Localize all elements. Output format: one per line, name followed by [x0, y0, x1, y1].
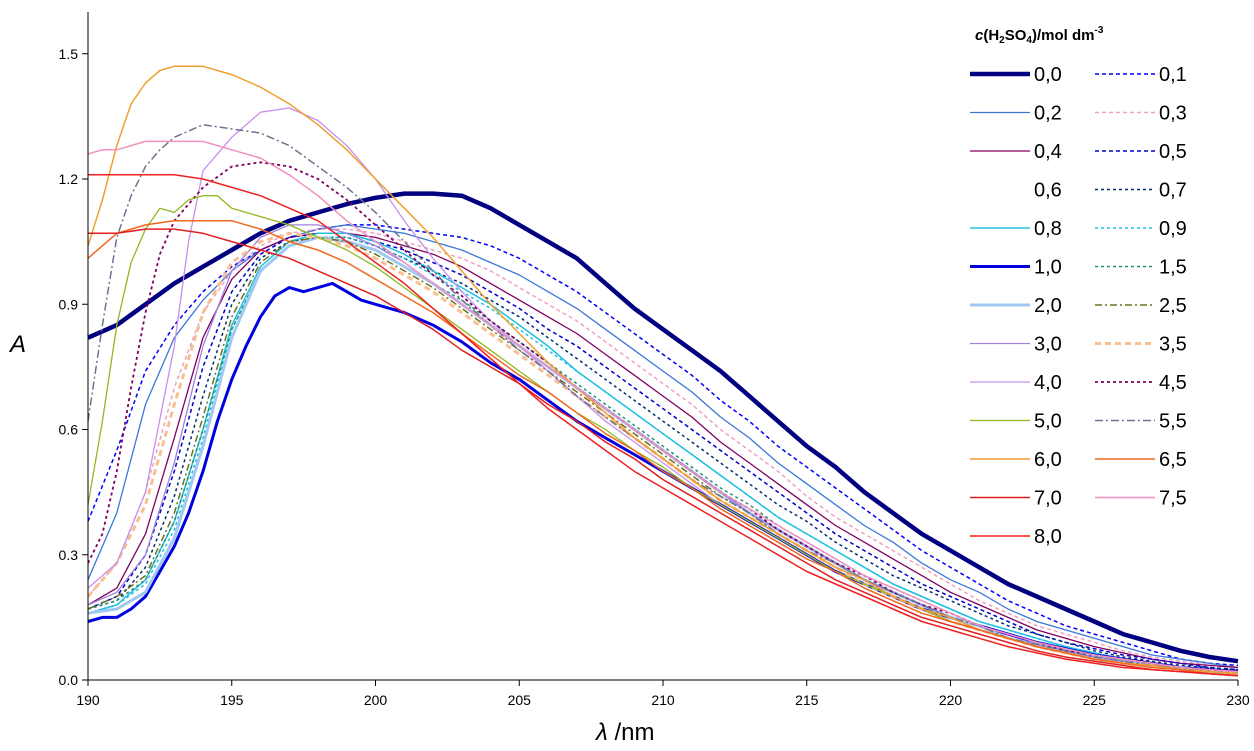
x-tick-label: 205: [508, 692, 532, 708]
legend-label-7-0: 7,0: [1034, 488, 1062, 510]
legend-title: c(H2SO4)/mol dm-3: [975, 25, 1104, 46]
legend: 0,0 0,1 0,2 0,3 0,4 0,5 0,6 0,7 0,8 0,9 1,0 1,5 2,0 2…: [970, 64, 1187, 548]
x-tick-label: 225: [1083, 692, 1107, 708]
series-line-7-5: [87, 140, 1239, 673]
legend-label-5-5: 5,5: [1159, 411, 1187, 433]
legend-title-c: c: [975, 27, 984, 44]
legend-label-7-5: 7,5: [1159, 488, 1187, 510]
legend-title-so: SO: [1005, 27, 1027, 44]
legend-label-0-6: 0,6: [1034, 180, 1062, 202]
legend-title-open: (H: [983, 27, 999, 44]
legend-label-0-4: 0,4: [1034, 141, 1062, 163]
series-line-5-5: [87, 123, 1239, 675]
x-ticks: 190 195 200 205 210 215 220 225 230: [76, 680, 1250, 708]
y-tick-label: 0.0: [59, 672, 79, 688]
legend-label-0-8: 0,8: [1034, 218, 1062, 240]
legend-label-0-7: 0,7: [1159, 180, 1187, 202]
series-line-7-0: [88, 228, 1239, 677]
y-tick-label: 0.3: [59, 547, 79, 563]
legend-label-0-0: 0,0: [1034, 64, 1062, 86]
y-tick-label: 0.9: [59, 296, 79, 312]
y-tick-label: 0.6: [59, 422, 79, 438]
legend-label-0-5: 0,5: [1159, 141, 1187, 163]
x-axis-symbol: λ: [594, 719, 608, 746]
x-axis-title: λ /nm: [594, 719, 655, 746]
x-tick-label: 220: [939, 692, 963, 708]
legend-label-1-5: 1,5: [1159, 257, 1187, 279]
x-tick-label: 210: [651, 692, 675, 708]
y-tick-label: 1.2: [59, 171, 79, 187]
legend-label-3-0: 3,0: [1034, 334, 1062, 356]
x-tick-label: 195: [220, 692, 244, 708]
legend-label-5-0: 5,0: [1034, 411, 1062, 433]
legend-label-4-0: 4,0: [1034, 372, 1062, 394]
legend-title-sub2: 2: [999, 35, 1005, 46]
legend-title-sup: -3: [1094, 25, 1103, 36]
legend-label-8-0: 8,0: [1034, 526, 1062, 548]
legend-label-0-9: 0,9: [1159, 218, 1187, 240]
legend-title-close: )/mol dm: [1032, 27, 1095, 44]
legend-label-6-0: 6,0: [1034, 449, 1062, 471]
series-layer: [86, 65, 1239, 677]
legend-label-4-5: 4,5: [1159, 372, 1187, 394]
x-tick-label: 200: [364, 692, 388, 708]
x-tick-label: 215: [795, 692, 819, 708]
series-line-0-0: [87, 191, 1239, 664]
series-line-0-5: [87, 232, 1239, 671]
series-line-0-7: [87, 236, 1239, 671]
series-line-6-5: [87, 220, 1239, 677]
series-line-0-3: [87, 228, 1239, 669]
legend-label-2-0: 2,0: [1034, 295, 1062, 317]
y-axis-title: A: [8, 331, 26, 358]
legend-label-3-5: 3,5: [1159, 334, 1187, 356]
y-ticks: 0.0 0.3 0.6 0.9 1.2 1.5: [59, 46, 88, 688]
x-tick-label: 230: [1226, 692, 1250, 708]
legend-label-0-2: 0,2: [1034, 103, 1062, 125]
legend-title-sub4: 4: [1026, 35, 1032, 46]
series-line-8-0: [88, 174, 1239, 677]
y-tick-label: 1.5: [59, 46, 79, 62]
x-tick-label: 190: [76, 692, 100, 708]
series-line-0-4: [87, 232, 1239, 669]
legend-label-0-3: 0,3: [1159, 103, 1187, 125]
legend-label-6-5: 6,5: [1159, 449, 1187, 471]
legend-label-2-5: 2,5: [1159, 295, 1187, 317]
x-axis-unit: /nm: [608, 719, 655, 746]
legend-label-0-1: 0,1: [1159, 64, 1187, 86]
legend-label-1-0: 1,0: [1034, 257, 1062, 279]
